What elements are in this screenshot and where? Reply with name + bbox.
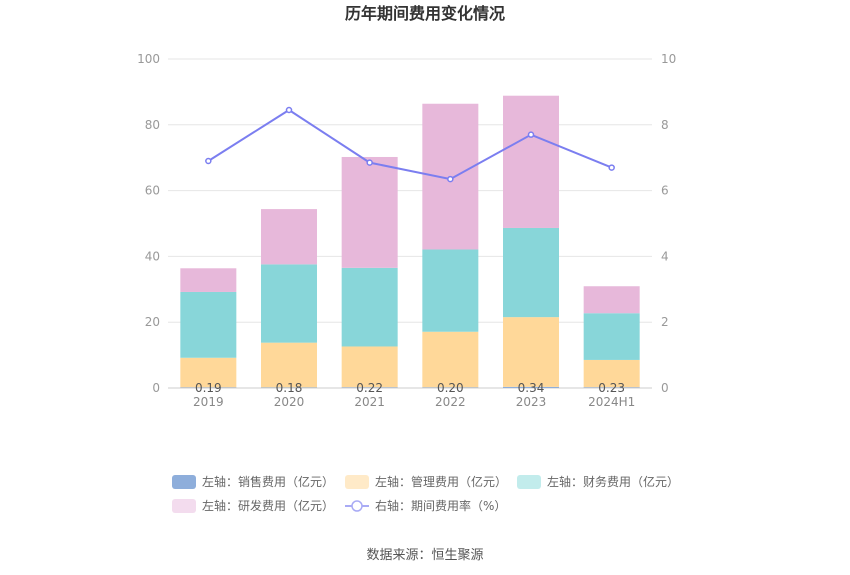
legend-swatch	[172, 499, 196, 513]
left-tick-label: 20	[145, 315, 160, 329]
data-source: 数据来源：恒生聚源	[366, 548, 483, 563]
right-tick-label: 0	[661, 381, 669, 395]
x-tick-label: 2022	[435, 395, 466, 409]
bar-segment-2	[583, 313, 640, 360]
bar-segment-1	[583, 359, 640, 388]
bar-segment-0	[180, 387, 237, 388]
left-tick-label: 100	[137, 52, 160, 66]
bar-segment-0	[503, 386, 559, 388]
bar-segment-2	[180, 291, 237, 358]
bar-segment-3	[583, 286, 640, 314]
bar-segment-0	[261, 387, 317, 388]
chart-title: 历年期间费用变化情况	[345, 4, 505, 23]
bar-segment-1	[422, 331, 479, 388]
rate-line-series	[205, 106, 615, 183]
rate-point	[205, 157, 212, 165]
x-tick-label: 2023	[516, 395, 547, 409]
data-label: 0.22	[356, 381, 383, 395]
rate-line	[207, 108, 613, 181]
legend-label: 左轴：财务费用（亿元）	[547, 474, 679, 489]
left-tick-label: 80	[145, 118, 160, 132]
bar-series: 0.19 0.18 0.22 0.20 0.34 0.23	[180, 95, 640, 395]
x-tick-label: 2024H1	[588, 395, 635, 409]
x-axis: 2019 2020 2021 2022 2023 2024H1	[193, 395, 635, 409]
left-tick-label: 40	[145, 249, 160, 263]
x-tick-label: 2021	[354, 395, 385, 409]
bar-segment-2	[341, 267, 398, 347]
x-tick-label: 2020	[274, 395, 305, 409]
bar-segment-0	[422, 387, 479, 388]
rate-point	[285, 106, 293, 114]
data-label: 0.19	[195, 381, 222, 395]
bar-segment-3	[180, 268, 237, 292]
rate-point	[608, 164, 615, 171]
chart-legend: 左轴：销售费用（亿元） 左轴：管理费用（亿元） 左轴：财务费用（亿元） 左轴：研发费用…	[172, 474, 679, 513]
right-tick-label: 10	[661, 52, 676, 66]
bar-segment-2	[503, 227, 559, 318]
bar-segment-3	[341, 156, 398, 268]
data-label: 0.34	[518, 381, 545, 395]
bar-segment-1	[341, 346, 398, 388]
bar-segment-3	[261, 209, 317, 265]
rate-point	[527, 131, 535, 138]
legend-label: 右轴：期间费用率（%）	[375, 498, 506, 513]
rate-point	[447, 175, 454, 183]
legend-swatch	[517, 475, 541, 489]
bar-segment-2	[422, 249, 479, 332]
bar-segment-1	[261, 342, 317, 388]
bar-segment-1	[180, 357, 237, 388]
legend-marker	[351, 500, 363, 512]
left-tick-label: 60	[145, 184, 160, 198]
grid-lines	[168, 58, 652, 389]
right-tick-label: 6	[661, 184, 669, 198]
data-label: 0.18	[276, 381, 303, 395]
right-axis: 0 2 4 6 8 10	[661, 52, 676, 395]
left-axis: 0 20 40 60 80 100	[137, 52, 160, 395]
legend-label: 左轴：销售费用（亿元）	[202, 474, 334, 489]
x-tick-label: 2019	[193, 395, 224, 409]
right-tick-label: 8	[661, 118, 669, 132]
bar-segment-0	[341, 387, 398, 388]
bar-segment-2	[261, 264, 317, 343]
bar-segment-3	[503, 95, 559, 228]
legend-swatch	[345, 475, 369, 489]
legend-label: 左轴：研发费用（亿元）	[202, 498, 334, 513]
bar-segment-0	[583, 387, 640, 388]
right-tick-label: 4	[661, 249, 669, 263]
data-label: 0.23	[598, 381, 625, 395]
bar-segment-1	[503, 317, 559, 387]
legend-label: 左轴：管理费用（亿元）	[375, 474, 507, 489]
right-tick-label: 2	[661, 315, 669, 329]
data-label: 0.20	[437, 381, 464, 395]
left-tick-label: 0	[152, 381, 160, 395]
rate-point	[366, 159, 373, 166]
legend-swatch	[172, 475, 196, 489]
